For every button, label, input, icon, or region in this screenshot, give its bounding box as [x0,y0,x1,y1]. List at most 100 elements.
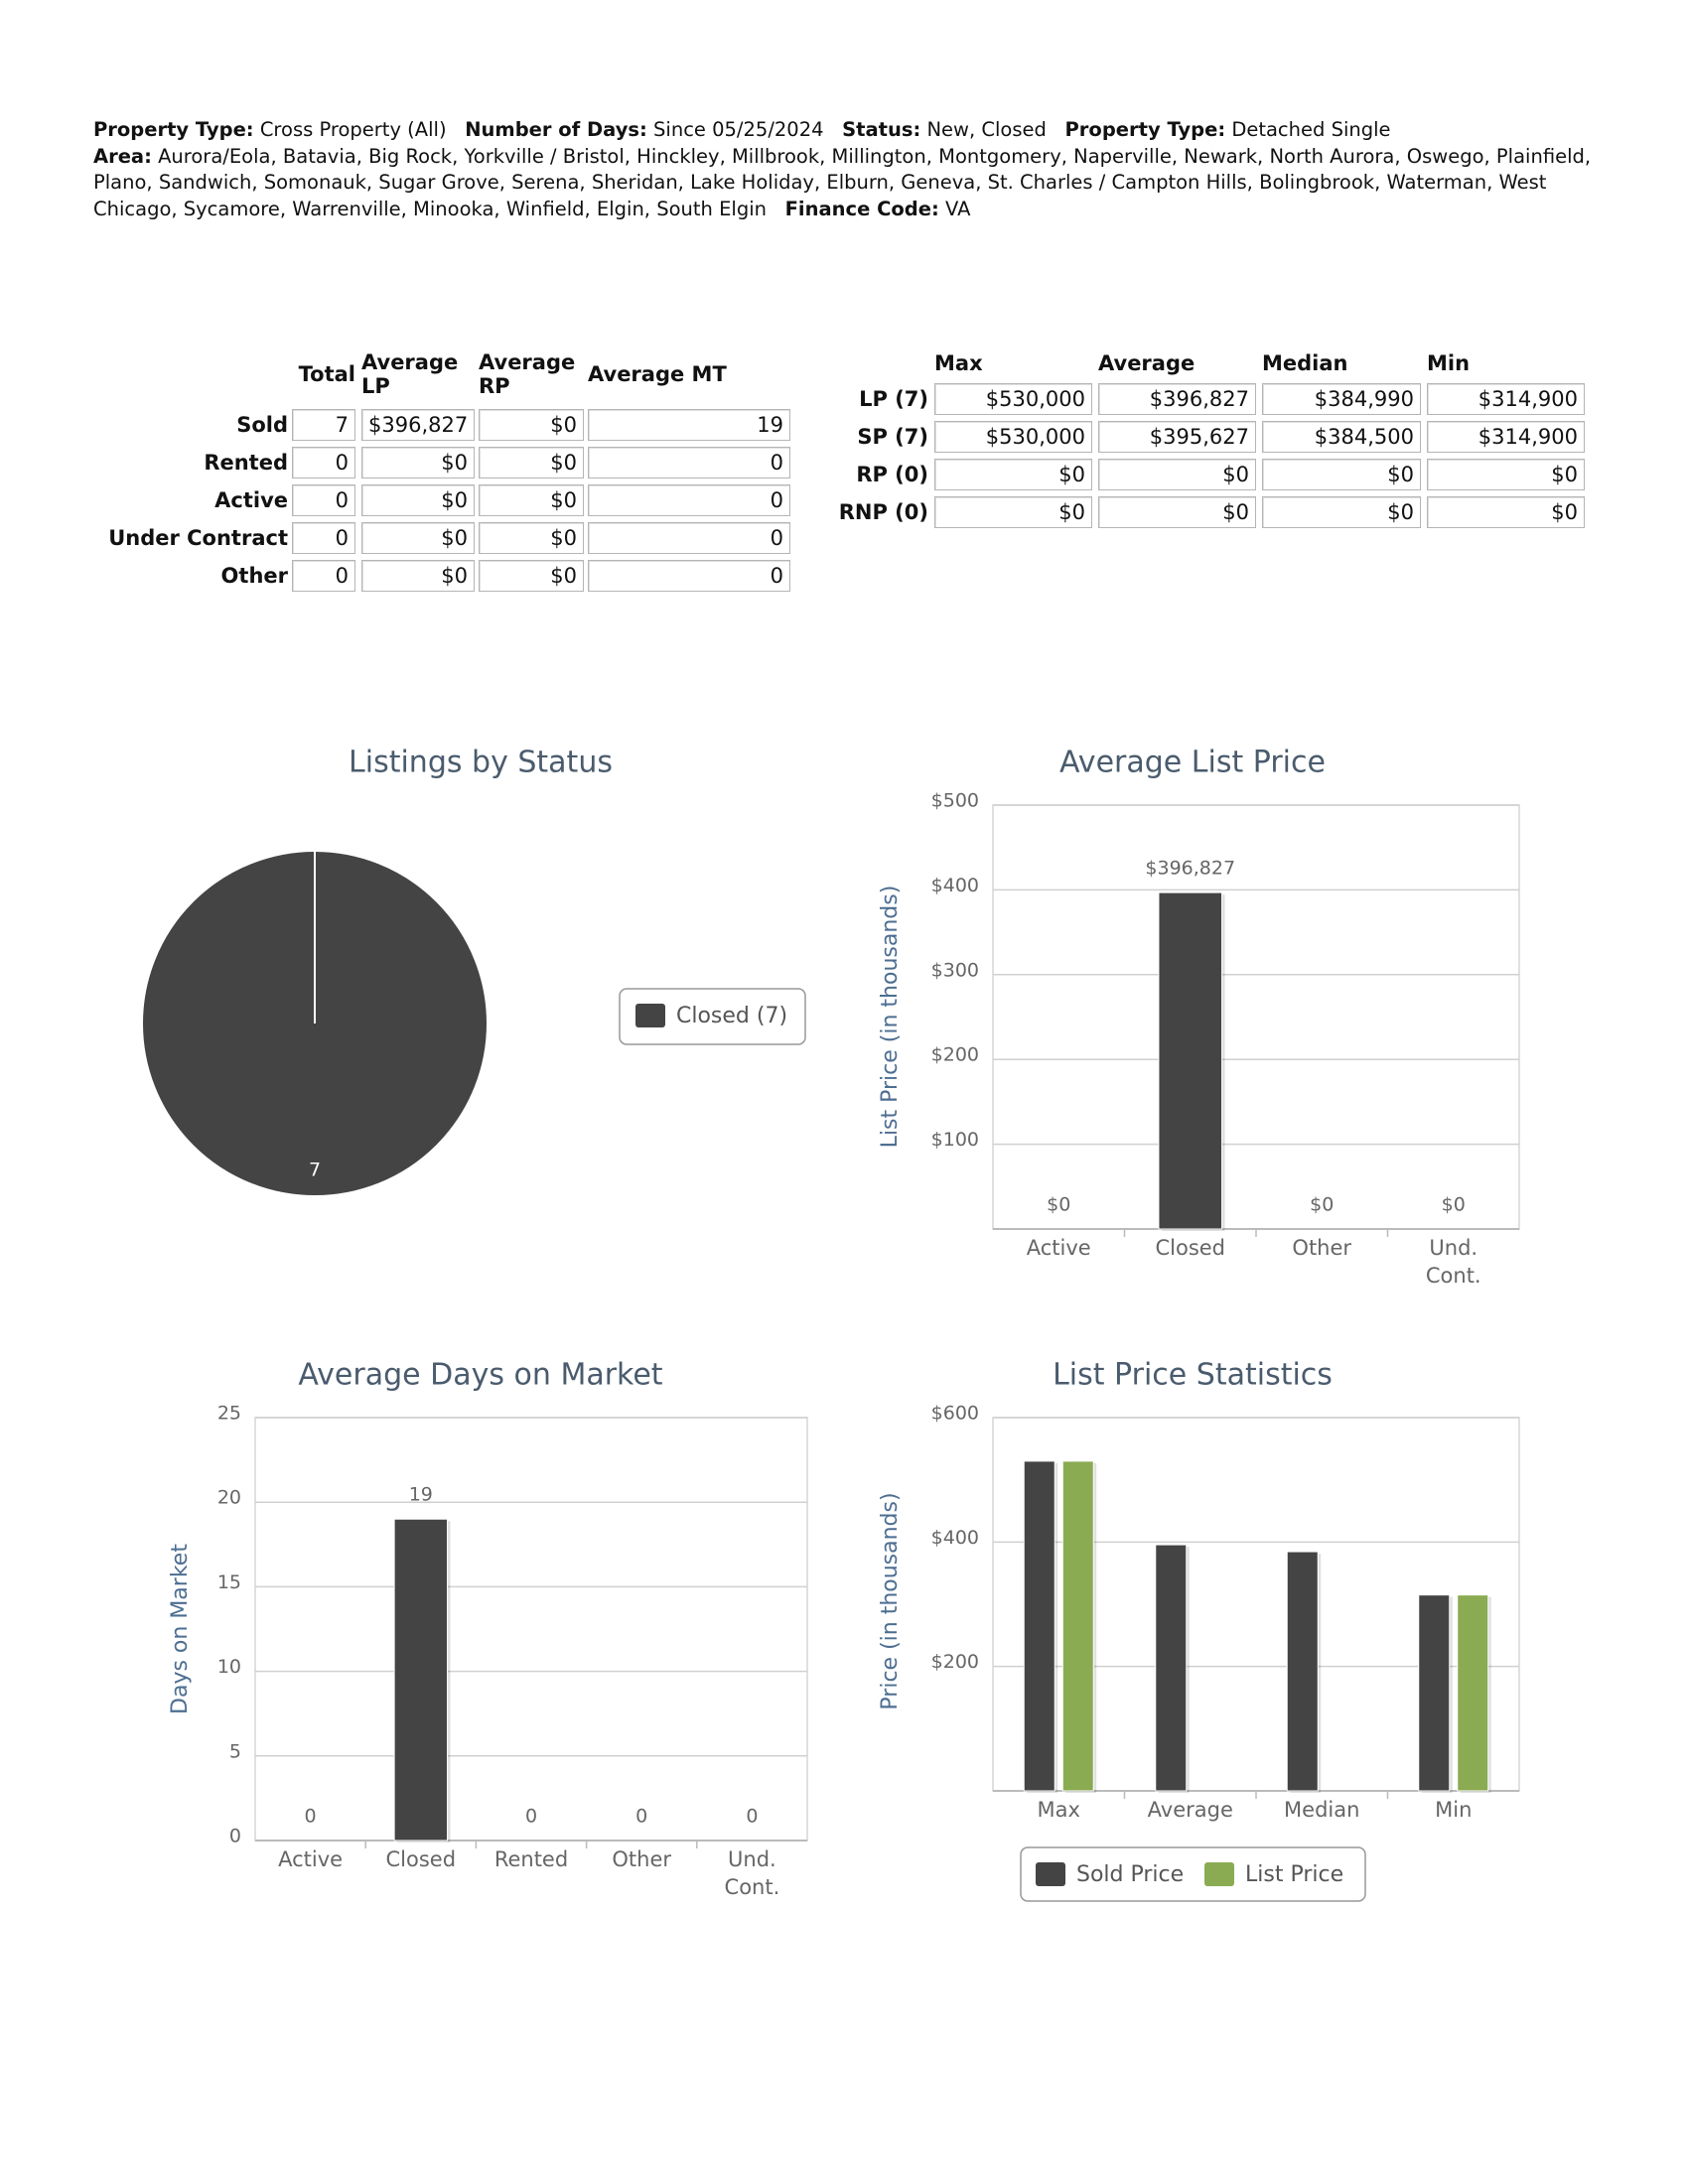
criteria-label: Finance Code: [784,197,939,220]
table-cell: $314,900 [1427,421,1585,453]
table-cell: $395,627 [1098,421,1256,453]
y-tick-label: $400 [931,1527,979,1549]
table-cell: $384,990 [1262,383,1421,415]
plot-frame [992,804,1520,1230]
table-cell: $0 [361,560,475,592]
table-cell: $0 [479,522,584,554]
y-tick-label: $300 [931,959,979,981]
data-label: 0 [305,1806,317,1828]
legend-swatch [635,1004,665,1027]
data-label: $0 [1310,1194,1334,1216]
y-tick-label: 15 [217,1571,241,1593]
y-tick-label: $500 [931,790,979,812]
table-cell: $384,500 [1262,421,1421,453]
y-axis-label: Days on Market [168,1544,193,1714]
table-cell: $0 [1262,459,1421,490]
table-cell: $0 [479,447,584,478]
bar [1061,1460,1094,1792]
data-label: 7 [309,1159,321,1180]
row-label: Active [214,488,288,512]
table-cell: 0 [292,560,355,592]
table-cell: $0 [479,409,584,441]
table-cell: 0 [292,484,355,516]
data-label: 19 [409,1484,433,1506]
table-cell: $0 [1427,459,1585,490]
table-cell: 0 [292,522,355,554]
table-cell: $314,900 [1427,383,1585,415]
legend-box [619,988,806,1045]
table-cell: $396,827 [1098,383,1256,415]
y-tick-label: 0 [229,1826,241,1847]
data-label: 0 [635,1806,647,1828]
bar [1158,891,1223,1230]
x-tick-label: Median [1284,1798,1359,1822]
y-axis-label: List Price (in thousands) [878,886,903,1149]
criteria-value: VA [944,197,971,220]
criteria-value: Cross Property (All) [259,118,447,141]
table-cell: 0 [588,560,790,592]
data-label: $0 [1047,1194,1070,1216]
y-tick-label: 20 [217,1487,241,1509]
row-label: LP (7) [859,387,928,411]
table-cell: $0 [479,560,584,592]
table-cell: $0 [1427,496,1585,528]
row-label: Sold [236,413,288,437]
y-tick-label: $200 [931,1044,979,1066]
table-cell: $0 [934,459,1092,490]
legend-label: Sold Price [1076,1862,1184,1887]
table-cell: $0 [1098,496,1256,528]
table-cell: 0 [588,447,790,478]
column-header: Average MT [588,362,727,386]
y-tick-label: $400 [931,875,979,896]
table-cell: $530,000 [934,421,1092,453]
row-label: SP (7) [857,425,928,449]
y-tick-label: $200 [931,1651,979,1673]
x-tick-label: Closed [386,1847,457,1871]
row-label: Other [220,564,288,588]
data-label: 0 [746,1806,758,1828]
x-tick-label: Average [1148,1798,1233,1822]
table-cell: $0 [361,484,475,516]
criteria-line: Area: Aurora/Eola, Batavia, Big Rock, Yo… [93,144,1603,223]
table-cell: $0 [1098,459,1256,490]
criteria-label: Property Type: [1064,118,1226,141]
x-tick-label: Active [1027,1236,1091,1260]
x-tick-label: Active [278,1847,343,1871]
bar [393,1518,448,1842]
column-header: Total [298,362,355,386]
criteria-label: Number of Days: [465,118,647,141]
criteria-label: Area: [93,144,152,168]
column-header: Average LP [361,350,459,398]
row-label: Under Contract [108,526,288,550]
criteria-label: Property Type: [93,118,254,141]
criteria-value: Detached Single [1231,118,1391,141]
bar [1286,1551,1319,1792]
column-header: Average RP [479,350,576,398]
data-label: $0 [1442,1194,1466,1216]
table-cell: $396,827 [361,409,475,441]
x-tick-label: Max [1038,1798,1080,1822]
plot-frame [254,1417,808,1842]
x-tick-label: Rented [494,1847,568,1871]
table-cell: 0 [588,522,790,554]
row-label: RNP (0) [838,500,928,524]
x-tick-label: Und. Cont. [725,1847,780,1899]
y-tick-label: 25 [217,1403,241,1425]
data-label: $396,827 [1145,858,1235,880]
legend-swatch [1204,1862,1234,1886]
legend-label: List Price [1245,1862,1343,1887]
bar [1023,1460,1055,1792]
table-cell: 0 [588,484,790,516]
x-tick-label: Und. Cont. [1426,1236,1481,1288]
table-cell: $0 [1262,496,1421,528]
table-cell: $0 [361,447,475,478]
column-header: Max [934,351,983,375]
x-tick-label: Closed [1155,1236,1225,1260]
bar [1457,1594,1489,1792]
search-criteria: Property Type: Cross Property (All) Numb… [93,117,1603,222]
y-axis-label: Price (in thousands) [878,1492,903,1709]
legend-label: Closed (7) [676,1004,787,1028]
y-tick-label: $100 [931,1129,979,1151]
